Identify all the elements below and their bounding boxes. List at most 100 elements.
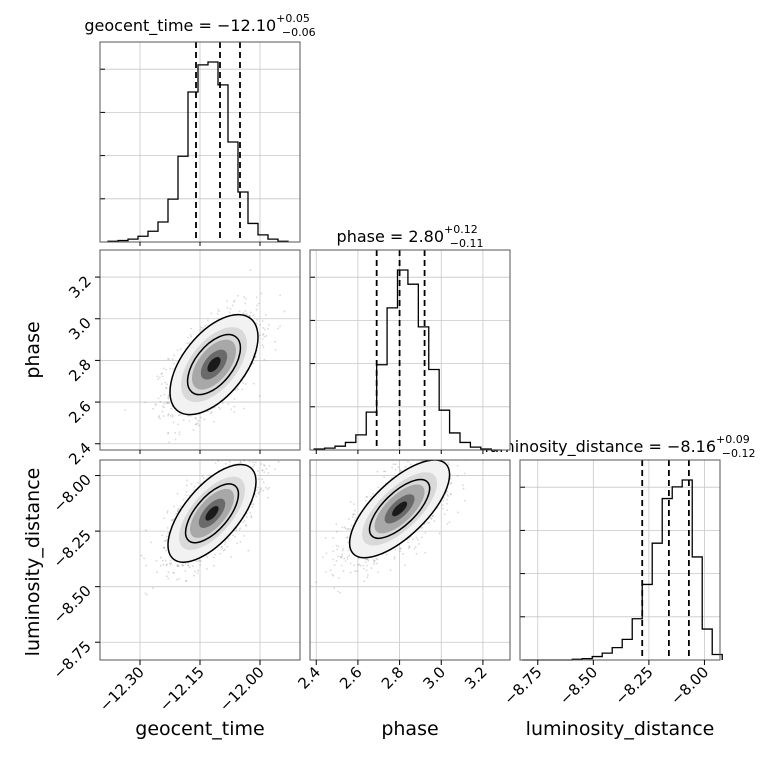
sample-point: [257, 492, 260, 495]
sample-point: [249, 512, 252, 514]
sample-point: [213, 458, 215, 460]
sample-point: [194, 416, 197, 419]
sample-point: [268, 486, 271, 489]
sample-point: [408, 546, 411, 549]
sample-point: [229, 307, 232, 310]
sample-point: [255, 296, 258, 299]
scatter-panel-geocent-time-vs-luminosity-distance: [99, 451, 301, 661]
sample-point: [432, 515, 434, 518]
sample-point: [184, 579, 187, 582]
sample-point: [227, 402, 230, 405]
sample-point: [262, 489, 265, 492]
sample-point: [357, 557, 360, 560]
sample-point: [230, 408, 233, 411]
sample-point: [349, 528, 352, 531]
sample-point: [332, 558, 334, 561]
sample-point: [226, 300, 229, 302]
sample-point: [343, 557, 346, 560]
xtick-label-luminosity-distance: −8.50: [556, 663, 601, 708]
sample-point: [367, 559, 370, 562]
sample-point: [261, 337, 264, 340]
ytick-label-phase: 2.4: [65, 439, 95, 469]
scatter-panel-geocent-time-vs-phase-content: [100, 250, 300, 453]
sample-point: [226, 306, 229, 309]
sample-point: [376, 558, 379, 561]
sample-point: [236, 542, 239, 545]
scatter-panel-geocent-time-vs-phase: [99, 249, 301, 453]
sample-point: [239, 460, 242, 463]
sample-point: [340, 556, 343, 559]
sample-point: [186, 494, 188, 497]
sample-point: [219, 451, 221, 453]
sample-point: [167, 414, 170, 417]
sample-point: [393, 557, 396, 560]
title-geocent-time: geocent_time = −12.10+0.05 −0.06: [84, 12, 315, 39]
contour-line-0: [348, 460, 451, 559]
sample-point: [350, 524, 353, 527]
sample-point: [315, 581, 317, 584]
sample-point: [355, 570, 358, 573]
sample-point: [332, 536, 335, 539]
sample-point: [206, 410, 209, 413]
sample-point: [165, 564, 168, 567]
sample-point: [364, 499, 367, 502]
sample-point: [162, 415, 165, 418]
sample-point: [202, 451, 204, 453]
sample-point: [140, 554, 143, 557]
sample-point: [233, 398, 236, 400]
sample-point: [247, 453, 249, 455]
sample-point: [195, 417, 198, 420]
sample-point: [199, 328, 202, 331]
sample-point: [190, 327, 193, 330]
sample-point: [165, 549, 167, 552]
sample-point: [172, 362, 175, 365]
sample-point: [245, 452, 247, 454]
sample-point: [337, 555, 339, 558]
sample-point: [268, 323, 270, 326]
hist-panel-luminosity-distance: [519, 459, 723, 661]
sample-point: [159, 400, 162, 403]
sample-point: [407, 460, 409, 463]
hist-panel-phase: [309, 249, 511, 451]
sample-point: [261, 469, 264, 472]
sample-point: [176, 563, 179, 566]
sample-point: [182, 564, 184, 567]
histogram-luminosity-distance: [522, 479, 723, 661]
sample-point: [200, 326, 202, 329]
sample-point: [243, 519, 246, 522]
sample-point: [264, 314, 267, 316]
sample-point: [373, 560, 376, 563]
sample-point: [456, 465, 459, 467]
sample-point: [165, 368, 168, 371]
sample-point: [164, 559, 167, 562]
sample-point: [178, 431, 181, 434]
sample-point: [234, 535, 236, 538]
sample-point: [217, 308, 220, 311]
sample-point: [174, 438, 177, 441]
scatter-panel-geocent-time-vs-luminosity-distance-content: [100, 451, 300, 660]
sample-point: [154, 403, 157, 406]
sample-point: [344, 560, 347, 563]
sample-point: [169, 563, 172, 566]
sample-point: [463, 499, 466, 502]
sample-point: [370, 567, 373, 569]
sample-point: [177, 508, 180, 511]
sample-point: [221, 402, 224, 405]
sample-point: [245, 516, 248, 519]
sample-point: [421, 456, 423, 458]
sample-point: [172, 421, 175, 424]
sample-point: [230, 456, 232, 458]
xlabel-geocent-time: geocent_time: [135, 718, 264, 740]
sample-point: [239, 540, 242, 543]
sample-point: [346, 557, 349, 560]
sample-point: [340, 555, 343, 558]
sample-point: [265, 467, 268, 470]
sample-point: [266, 496, 269, 499]
sample-point: [259, 488, 262, 491]
sample-point: [173, 354, 175, 357]
sample-point: [255, 322, 258, 325]
sample-point: [450, 493, 452, 496]
sample-point: [252, 461, 255, 464]
sample-point: [173, 571, 175, 574]
sample-point: [188, 342, 190, 345]
